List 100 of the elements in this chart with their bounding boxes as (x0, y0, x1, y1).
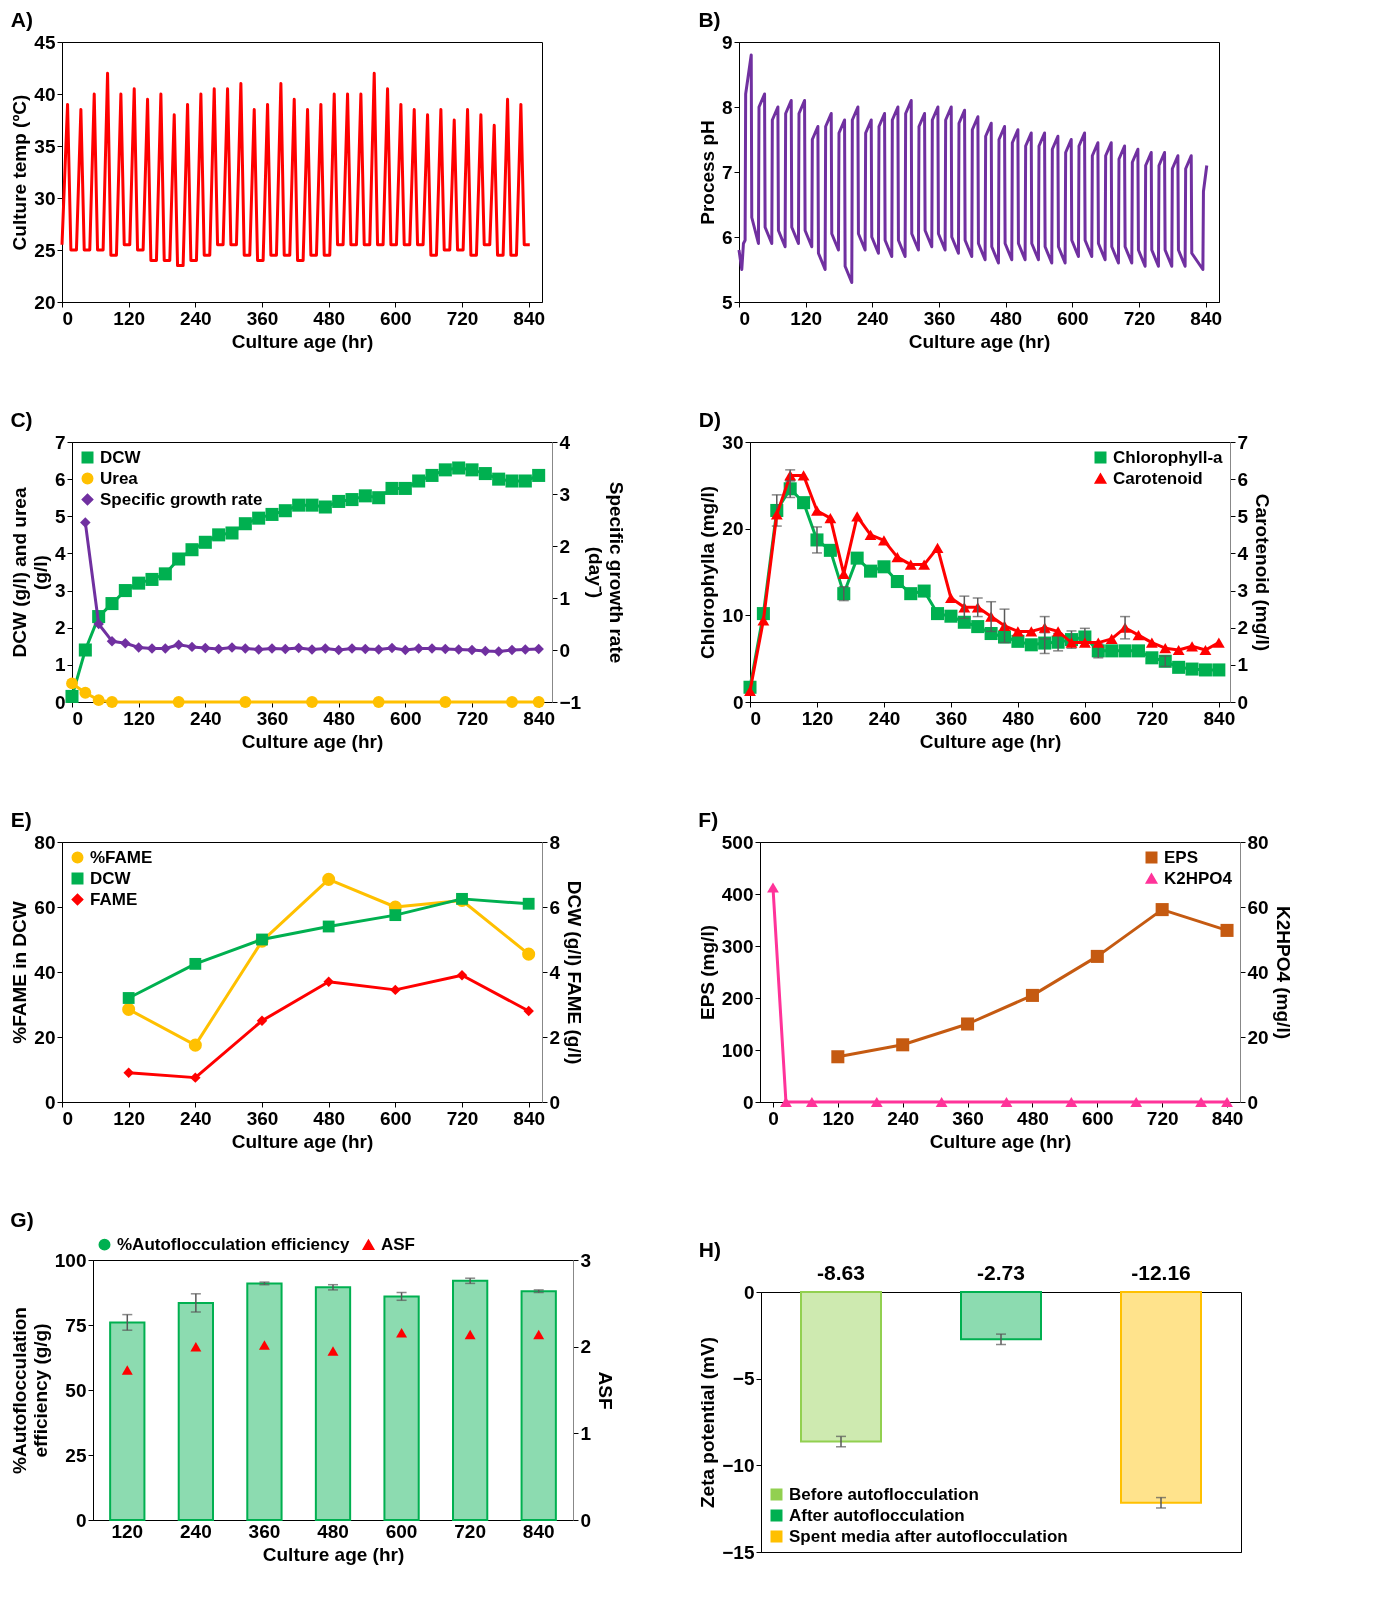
point (240, 643, 251, 654)
data-label: -8.63 (817, 1261, 865, 1284)
bar (314, 1286, 352, 1521)
point (770, 509, 783, 520)
point (797, 470, 810, 481)
point (386, 642, 398, 654)
point (332, 494, 346, 508)
y-tick-label: 2 (54, 617, 66, 639)
point (478, 467, 492, 481)
point (744, 685, 756, 696)
x-tick-label: 720 (446, 307, 479, 329)
x-tick-label: 480 (313, 307, 346, 329)
bar (520, 1290, 557, 1521)
legend-label: Carotenoid (1113, 468, 1203, 488)
y-tick-label: 25 (34, 239, 56, 261)
y-tick-label: 30 (722, 431, 744, 453)
legend-label: %Autoflocculation efficiency (117, 1234, 350, 1254)
y-axis-title: DCW (g/l) and urea (g/l) (8, 487, 51, 658)
y2-tick-label: 0 (1247, 1091, 1259, 1113)
point (1024, 638, 1038, 652)
point (877, 560, 891, 574)
y2-tick-label: 2 (1237, 617, 1249, 639)
y2-tick-label: 8 (549, 831, 561, 853)
point (465, 463, 479, 477)
y-tick-label: 75 (65, 1314, 87, 1336)
point (190, 1341, 202, 1352)
point (198, 535, 212, 549)
x-tick-label: 720 (1146, 1107, 1179, 1129)
point (305, 498, 319, 512)
point (944, 609, 958, 623)
x-tick-label: 360 (248, 1520, 281, 1542)
point (917, 584, 931, 598)
point (1025, 626, 1038, 637)
y-tick-label: 9 (721, 31, 733, 53)
point (333, 644, 344, 656)
point (1092, 637, 1105, 648)
x-tick-label: 120 (822, 1107, 855, 1129)
point (1105, 633, 1118, 644)
point (464, 1329, 476, 1340)
x-tick-label: 480 (317, 1520, 349, 1542)
legend-label: K2HPO4 (1164, 868, 1233, 888)
y-axis-title: %Autoflocculation efficiency (g/g) (8, 1307, 51, 1474)
y2-tick-label: 1 (580, 1422, 592, 1444)
y-tick-label: −5 (732, 1368, 755, 1390)
point (122, 992, 135, 1004)
chart-title: D) (698, 408, 722, 431)
x-tick-label: 240 (180, 1520, 212, 1542)
y-axis-title: EPS (mg/l) (696, 924, 718, 1021)
point (105, 597, 119, 611)
point (1025, 988, 1039, 1002)
point (398, 481, 412, 495)
x-tick-label: 600 (379, 307, 412, 329)
legend-label: After autoflocculation (789, 1505, 965, 1525)
y2-tick-label: 1 (1237, 654, 1249, 676)
legend-label: EPS (1164, 847, 1199, 867)
y2-tick-label: 5 (1237, 505, 1249, 527)
x-tick-label: 840 (1190, 307, 1223, 329)
x-tick-label: 840 (513, 307, 546, 329)
point (160, 643, 171, 654)
y-tick-label: 6 (721, 226, 733, 248)
point (493, 646, 504, 657)
point (172, 696, 185, 708)
point (851, 511, 864, 522)
y-tick-label: 25 (65, 1444, 87, 1466)
point (323, 976, 334, 987)
point (322, 872, 336, 886)
point (413, 643, 424, 654)
point (1132, 630, 1145, 641)
y2-axis-title: DCW (g/l) FAME (g/l) (564, 880, 586, 1065)
y2-tick-label: 3 (559, 483, 571, 505)
y-tick-label: 35 (34, 135, 56, 157)
y-tick-label: 100 (721, 1039, 754, 1061)
point (1078, 637, 1091, 648)
point (78, 643, 92, 657)
point (1145, 637, 1158, 648)
x-tick-label: 120 (123, 707, 156, 729)
point (389, 909, 402, 922)
y-tick-label: 400 (721, 883, 754, 905)
point (533, 643, 544, 655)
x-tick-label: 840 (1211, 1107, 1244, 1129)
point (320, 643, 331, 654)
x-tick-label: 360 (246, 307, 279, 329)
x-tick-label: 480 (313, 1107, 346, 1129)
x-tick-label: 360 (256, 707, 289, 729)
x-tick-label: 840 (522, 1520, 555, 1542)
point (213, 643, 224, 655)
point (396, 1328, 408, 1338)
y2-tick-label: 4 (549, 961, 561, 983)
point (123, 1067, 134, 1078)
point (345, 493, 359, 507)
x-tick-label: 240 (179, 1107, 212, 1129)
point (372, 491, 386, 505)
point (1159, 643, 1172, 654)
point (322, 920, 335, 933)
point (172, 552, 186, 566)
point (390, 984, 401, 996)
point (360, 643, 371, 655)
chart-title: H) (698, 1238, 721, 1261)
y-axis-title: Process pH (696, 120, 718, 225)
x-tick-label: 720 (446, 1107, 479, 1129)
